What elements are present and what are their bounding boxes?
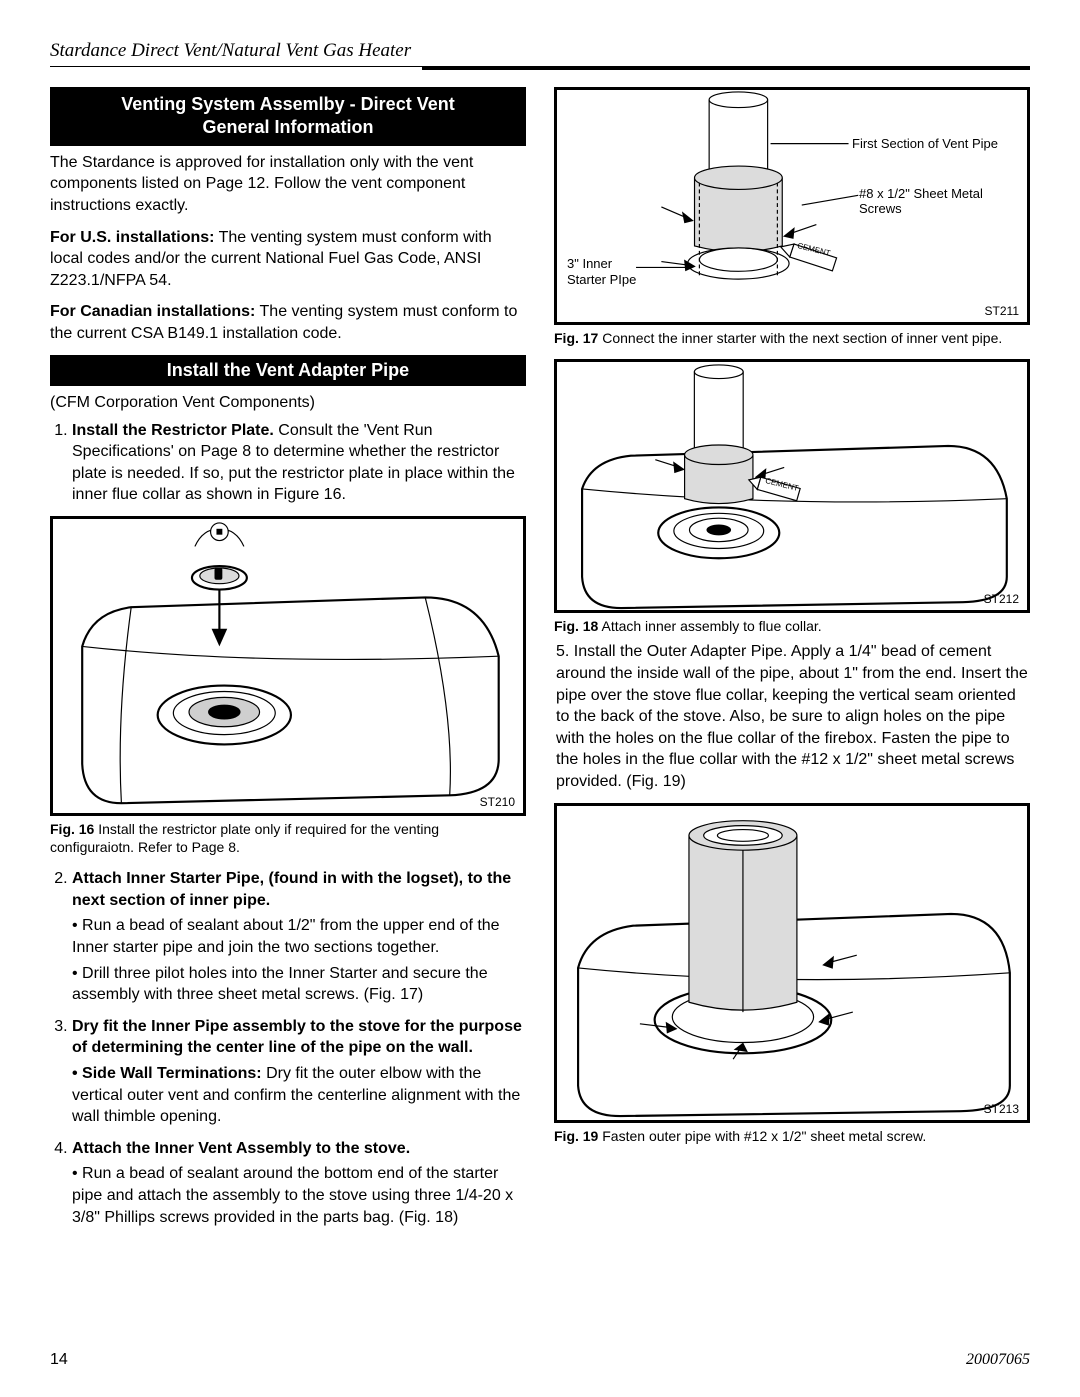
- fig18-cap-bold: Fig. 18: [554, 618, 598, 634]
- step3-sub-bold: • Side Wall Terminations:: [72, 1065, 262, 1082]
- page: Stardance Direct Vent/Natural Vent Gas H…: [0, 0, 1080, 1397]
- step2-bold: Attach Inner Starter Pipe, (found in wit…: [72, 870, 511, 909]
- paragraph-us: For U.S. installations: The venting syst…: [50, 227, 526, 292]
- paragraph-intro: The Stardance is approved for installati…: [50, 152, 526, 217]
- two-column-layout: Venting System Assemlby - Direct Vent Ge…: [50, 87, 1030, 1238]
- step3-sub: • Side Wall Terminations: Dry fit the ou…: [72, 1063, 526, 1128]
- figure-19-caption: Fig. 19 Fasten outer pipe with #12 x 1/2…: [554, 1127, 1030, 1145]
- figure-19-svg: [557, 806, 1027, 1120]
- step2-sub2: • Drill three pilot holes into the Inner…: [72, 963, 526, 1006]
- step1-bold: Install the Restrictor Plate.: [72, 422, 274, 439]
- fig17-label-starter-b: Starter PIpe: [567, 272, 636, 287]
- fig19-cap-bold: Fig. 19: [554, 1128, 598, 1144]
- fig17-label-screws: #8 x 1/2" Sheet Metal Screws: [859, 186, 1009, 216]
- fig17-label-starter-a: 3" Inner: [567, 256, 612, 271]
- page-header: Stardance Direct Vent/Natural Vent Gas H…: [50, 40, 1030, 67]
- section-heading-line1: Venting System Assemlby - Direct Vent: [121, 94, 454, 114]
- fig17-cap-rest: Connect the inner starter with the next …: [598, 330, 1002, 346]
- fig19-cap-rest: Fasten outer pipe with #12 x 1/2" sheet …: [598, 1128, 926, 1144]
- step4-sub: • Run a bead of sealant around the botto…: [72, 1163, 526, 1228]
- page-number: 14: [50, 1351, 68, 1369]
- fig17-cap-bold: Fig. 17: [554, 330, 598, 346]
- figure-18-box: CEMENT ST212: [554, 359, 1030, 613]
- figure-17-box: First Section of Vent Pipe #8 x 1/2" She…: [554, 87, 1030, 325]
- fig18-cap-rest: Attach inner assembly to flue collar.: [598, 618, 821, 634]
- ca-bold: For Canadian installations:: [50, 303, 255, 320]
- install-steps-list-2: Attach Inner Starter Pipe, (found in wit…: [50, 868, 526, 1228]
- figure-18-id: ST212: [984, 592, 1019, 606]
- step-2: Attach Inner Starter Pipe, (found in wit…: [72, 868, 526, 1006]
- section-heading-line2: General Information: [202, 117, 373, 137]
- fig16-cap-rest: Install the restrictor plate only if req…: [50, 821, 439, 855]
- section-heading-venting: Venting System Assemlby - Direct Vent Ge…: [50, 87, 526, 146]
- figure-18-caption: Fig. 18 Attach inner assembly to flue co…: [554, 617, 1030, 635]
- figure-16-caption: Fig. 16 Install the restrictor plate onl…: [50, 820, 526, 856]
- step-4: Attach the Inner Vent Assembly to the st…: [72, 1138, 526, 1228]
- step2-sub1: • Run a bead of sealant about 1/2" from …: [72, 915, 526, 958]
- section-heading-install: Install the Vent Adapter Pipe: [50, 355, 526, 386]
- document-number: 20007065: [966, 1351, 1030, 1369]
- figure-19-id: ST213: [984, 1102, 1019, 1116]
- figure-17-id: ST211: [985, 304, 1019, 318]
- step-5: 5. Install the Outer Adapter Pipe. Apply…: [554, 641, 1030, 792]
- header-title: Stardance Direct Vent/Natural Vent Gas H…: [50, 40, 411, 61]
- install-steps-list: Install the Restrictor Plate. Consult th…: [50, 420, 526, 506]
- figure-19-box: ST213: [554, 803, 1030, 1123]
- step4-bold: Attach the Inner Vent Assembly to the st…: [72, 1140, 410, 1157]
- fig17-label-vent-pipe: First Section of Vent Pipe: [852, 136, 1002, 151]
- page-footer: 14 20007065: [50, 1351, 1030, 1369]
- figure-16-box: ST210: [50, 516, 526, 816]
- step-3: Dry fit the Inner Pipe assembly to the s…: [72, 1016, 526, 1128]
- paragraph-canada: For Canadian installations: The venting …: [50, 301, 526, 344]
- step-1: Install the Restrictor Plate. Consult th…: [72, 420, 526, 506]
- fig16-cap-bold: Fig. 16: [50, 821, 94, 837]
- step3-bold: Dry fit the Inner Pipe assembly to the s…: [72, 1018, 522, 1057]
- right-column: First Section of Vent Pipe #8 x 1/2" She…: [554, 87, 1030, 1238]
- cfm-line: (CFM Corporation Vent Components): [50, 392, 526, 414]
- figure-16-svg: [53, 519, 523, 813]
- figure-17-caption: Fig. 17 Connect the inner starter with t…: [554, 329, 1030, 347]
- us-bold: For U.S. installations:: [50, 229, 214, 246]
- left-column: Venting System Assemlby - Direct Vent Ge…: [50, 87, 526, 1238]
- figure-16-id: ST210: [480, 795, 515, 809]
